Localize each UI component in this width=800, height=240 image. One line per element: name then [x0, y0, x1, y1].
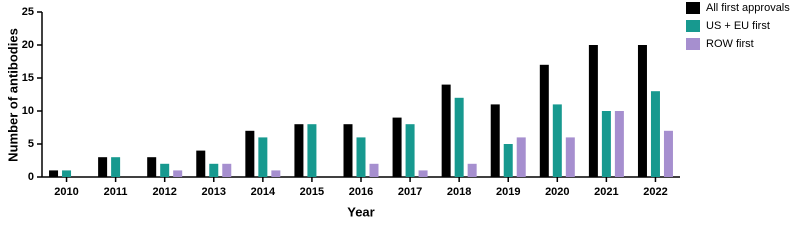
legend-label: ROW first: [706, 38, 754, 50]
bar: [196, 150, 206, 177]
y-tick-label: 20: [22, 39, 34, 51]
bar: [405, 124, 415, 177]
x-tick-label: 2013: [202, 186, 226, 198]
x-tick-label: 2012: [152, 186, 176, 198]
bar: [111, 157, 121, 177]
bar: [516, 137, 526, 177]
bar: [147, 157, 157, 177]
bar: [62, 170, 72, 177]
bar: [173, 170, 183, 177]
bar: [258, 137, 268, 177]
legend-swatch: [686, 38, 700, 50]
y-tick-label: 25: [22, 6, 34, 18]
bar: [222, 163, 232, 177]
bar: [552, 104, 562, 177]
y-axis-label: Number of antibodies: [5, 28, 20, 162]
legend-label: US + EU first: [706, 20, 770, 32]
x-tick-label: 2011: [104, 186, 128, 198]
bar: [441, 84, 451, 177]
bar: [467, 163, 477, 177]
legend-swatch: [686, 2, 700, 14]
bar: [663, 130, 673, 177]
bar: [356, 137, 366, 177]
bar: [49, 170, 59, 177]
bar: [614, 111, 624, 177]
bar: [490, 104, 500, 177]
bar: [209, 163, 219, 177]
chart: Number of antibodies Year 0 5 10 15 20 25 2010…: [5, 2, 790, 220]
bar: [418, 170, 428, 177]
bar: [98, 157, 108, 177]
x-tick-label: 2014: [251, 186, 276, 198]
bar: [650, 91, 660, 177]
bar: [637, 45, 647, 177]
bar: [294, 124, 304, 177]
x-tick-label: 2018: [447, 186, 471, 198]
y-tick-label: 0: [28, 171, 34, 183]
legend-swatch: [686, 20, 700, 32]
bar: [343, 124, 353, 177]
bar: [503, 144, 513, 177]
bar: [392, 117, 402, 177]
bar: [588, 45, 598, 177]
x-tick-label: 2017: [398, 186, 422, 198]
y-tick-label: 15: [22, 72, 34, 84]
bar: [454, 97, 464, 177]
x-tick-label: 2010: [54, 186, 78, 198]
x-tick-label: 2019: [496, 186, 520, 198]
y-tick-label: 10: [22, 105, 34, 117]
legend-label: All first approvals: [706, 2, 790, 14]
bar: [245, 130, 255, 177]
bar: [271, 170, 281, 177]
y-tick-label: 5: [28, 138, 34, 150]
bar: [565, 137, 575, 177]
bar: [160, 163, 170, 177]
x-tick-label: 2022: [643, 186, 667, 198]
x-tick-label: 2021: [594, 186, 618, 198]
x-tick-label: 2015: [300, 186, 324, 198]
bar: [601, 111, 611, 177]
x-axis-label: Year: [347, 204, 374, 219]
bar: [369, 163, 379, 177]
x-tick-label: 2020: [545, 186, 569, 198]
x-tick-label: 2016: [349, 186, 373, 198]
bar: [539, 64, 549, 177]
bar: [307, 124, 317, 177]
